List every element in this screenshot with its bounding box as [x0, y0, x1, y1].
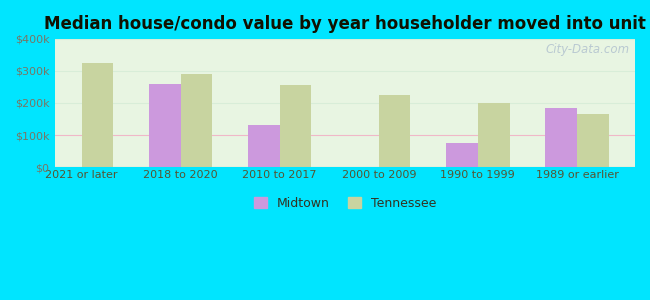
Bar	[181, 74, 213, 167]
Text: City-Data.com: City-Data.com	[545, 43, 629, 56]
Bar	[248, 125, 280, 167]
Bar	[280, 85, 311, 167]
Bar	[545, 108, 577, 167]
Bar	[478, 103, 510, 167]
Bar	[446, 143, 478, 167]
Title: Median house/condo value by year householder moved into unit: Median house/condo value by year househo…	[44, 15, 646, 33]
Legend: Midtown, Tennessee: Midtown, Tennessee	[249, 192, 441, 215]
Bar	[81, 63, 113, 167]
Bar	[577, 114, 608, 167]
Bar	[149, 84, 181, 167]
Bar	[379, 95, 411, 167]
